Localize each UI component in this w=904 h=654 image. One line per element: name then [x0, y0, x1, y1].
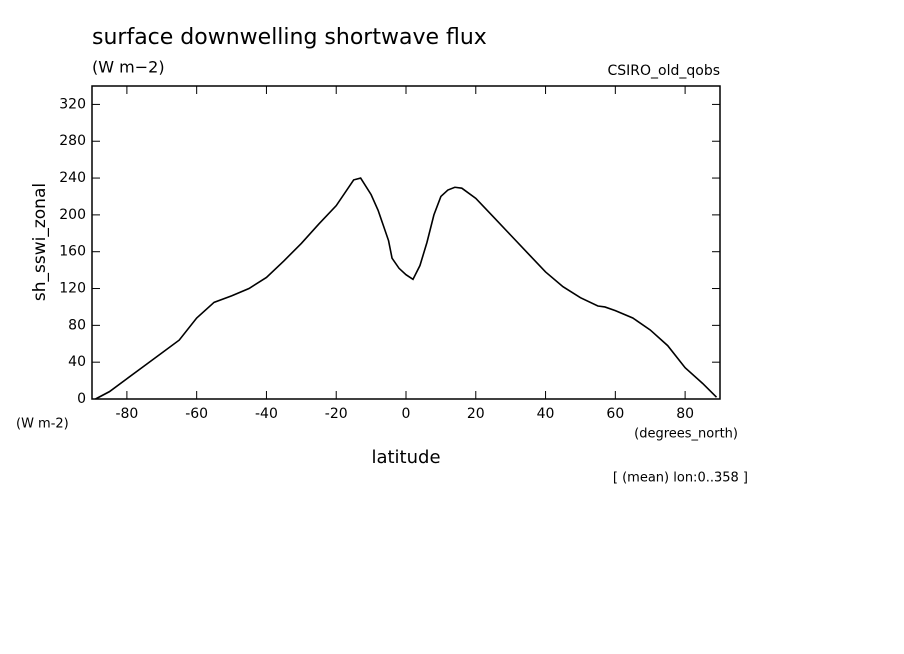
x-tick-label: 60: [606, 406, 624, 422]
y-tick-label: 320: [59, 96, 86, 112]
line: [95, 177, 718, 400]
x-tick-label: 40: [537, 406, 555, 422]
y-tick-label: 200: [59, 207, 86, 223]
source: CSIRO_old_qobs: [607, 63, 720, 79]
y-tick-label: 0: [77, 391, 86, 407]
x-tick-label: 20: [467, 406, 485, 422]
x-tick-label: 0: [402, 406, 411, 422]
x-tick-label: -40: [255, 406, 278, 422]
x-tick-label: 80: [676, 406, 694, 422]
y-tick-label: 280: [59, 133, 86, 149]
x-axis-label: latitude: [371, 447, 440, 468]
y-tick-label: 160: [59, 244, 86, 260]
note: [ (mean) lon:0..358 ]: [613, 471, 748, 486]
y-tick-label: 240: [59, 170, 86, 186]
units: (W m−2): [92, 58, 165, 77]
y-tick-label: 120: [59, 281, 86, 297]
y-units: (W m-2): [16, 417, 69, 432]
plot-frame: [91, 85, 721, 400]
chart-title: surface downwelling shortwave flux: [92, 25, 487, 50]
x-units: (degrees_north): [634, 427, 738, 442]
y-tick-label: 40: [68, 354, 86, 370]
x-tick-label: -60: [185, 406, 208, 422]
y-axis-label: sh_sswi_zonal: [30, 183, 50, 301]
x-tick-label: -80: [115, 406, 138, 422]
x-tick-label: -20: [325, 406, 348, 422]
y-tick-label: 80: [68, 317, 86, 333]
